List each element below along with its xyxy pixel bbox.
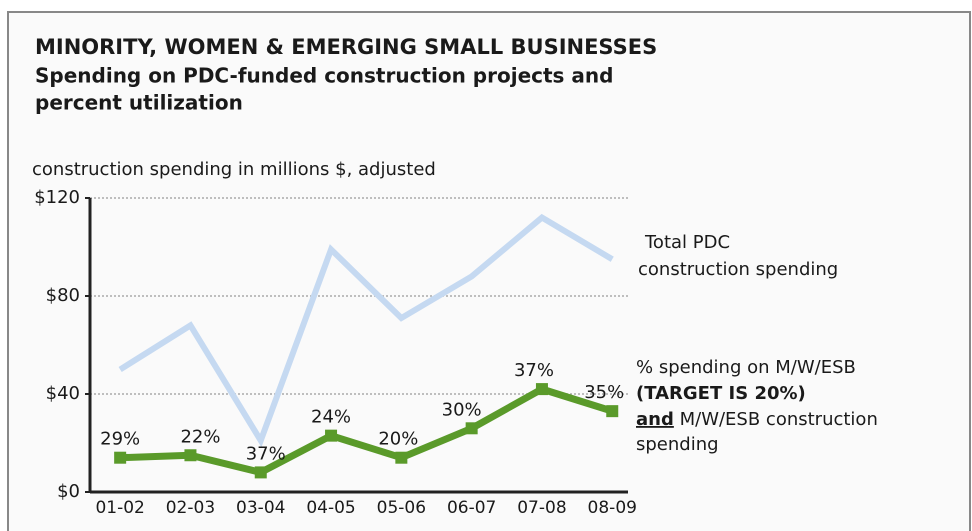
y-tick-label: $40 [46, 383, 80, 404]
subtitle: percent utilization [35, 91, 243, 115]
y-tick-label: $0 [57, 481, 80, 502]
x-tick-label: 04-05 [306, 498, 355, 518]
data-marker [114, 451, 127, 464]
y-tick-label: $120 [34, 187, 80, 208]
data-label: 37% [514, 360, 554, 381]
data-marker [465, 422, 478, 435]
data-label: 29% [100, 429, 140, 450]
data-line [118, 213, 614, 448]
series-label: spending [636, 434, 719, 455]
data-label: 20% [378, 429, 418, 450]
y-axis-label: construction spending in millions $, adj… [32, 159, 436, 180]
frame [7, 11, 971, 531]
y-tick-label: $80 [46, 285, 80, 306]
x-tick-label: 06-07 [447, 498, 496, 518]
x-tick-label: 03-04 [236, 498, 285, 518]
data-label: 30% [442, 399, 482, 420]
data-label: 24% [311, 407, 351, 428]
data-marker [325, 429, 338, 442]
x-tick-label: 01-02 [95, 498, 144, 518]
series-label-part: M/W/ESB construction [680, 409, 878, 430]
data-marker [535, 383, 548, 396]
chart-title: MINORITY, WOMEN & EMERGING SMALL BUSINES… [35, 35, 657, 59]
series-label-part: and [636, 409, 674, 430]
series-label: and M/W/ESB construction [636, 409, 878, 430]
data-label: 35% [584, 382, 624, 403]
x-tick-label: 05-06 [377, 498, 426, 518]
series-label: Total PDC [644, 232, 730, 253]
data-marker [254, 466, 267, 479]
data-marker [395, 451, 408, 464]
data-label: 37% [246, 443, 286, 464]
subtitle: Spending on PDC-funded construction proj… [35, 64, 613, 88]
data-line [120, 385, 614, 477]
series-label: construction spending [638, 259, 838, 280]
series-label: % spending on M/W/ESB [636, 357, 856, 378]
data-marker [606, 405, 619, 418]
data-label: 22% [180, 426, 220, 447]
data-marker [184, 449, 197, 462]
x-tick-label: 07-08 [517, 498, 566, 518]
x-tick-label: 08-09 [588, 498, 637, 518]
series-label: (TARGET IS 20%) [636, 383, 806, 404]
x-tick-label: 02-03 [166, 498, 215, 518]
